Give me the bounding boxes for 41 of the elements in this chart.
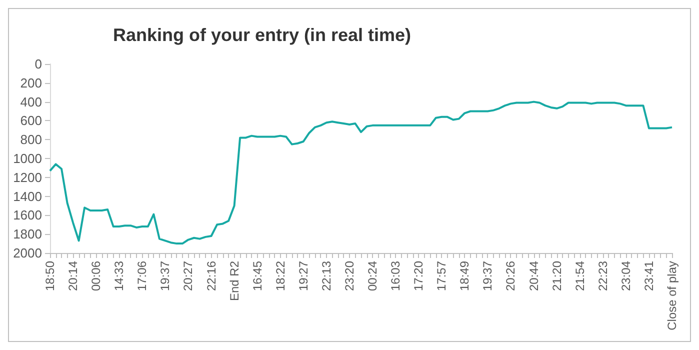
- x-tick-label: End R2: [227, 260, 242, 302]
- x-tick-label: 20:27: [181, 260, 196, 292]
- x-tick-label: 14:33: [112, 260, 126, 292]
- x-tick-label: 22:13: [319, 260, 334, 292]
- x-tick-label: 18:22: [273, 260, 288, 292]
- x-tick-label: 20:44: [526, 260, 541, 292]
- x-tick-label: 23:20: [342, 260, 356, 292]
- x-tick-label: 17:57: [434, 260, 449, 292]
- x-tick-label: 21:20: [550, 260, 564, 292]
- x-tick-label: 21:54: [572, 260, 587, 292]
- x-tick-label: 00:24: [366, 260, 380, 292]
- x-tick-label: 22:23: [596, 260, 610, 292]
- x-tick-label: 16:45: [250, 260, 264, 292]
- y-tick-label: 1800: [13, 226, 42, 242]
- x-tick-label: 19:27: [296, 260, 310, 292]
- y-tick-label: 800: [20, 132, 42, 148]
- y-tick-label: 0: [34, 56, 42, 72]
- y-tick-label: 1200: [13, 170, 42, 185]
- y-tick-label: 2000: [13, 246, 42, 260]
- x-tick-label: 17:20: [412, 260, 426, 292]
- line-series: [49, 100, 673, 245]
- x-tick-label: 19:37: [480, 260, 495, 292]
- x-tick-label: 00:06: [89, 260, 104, 292]
- y-tick-label: 400: [20, 94, 42, 110]
- x-tick-label: 18:49: [458, 260, 472, 292]
- y-tick-label: 600: [20, 113, 42, 128]
- y-tick-label: 200: [20, 75, 42, 90]
- x-tick-label: 16:03: [388, 260, 403, 292]
- x-tick-label: 20:14: [66, 260, 80, 292]
- x-tick-label: 17:06: [135, 260, 150, 292]
- y-tick-label: 1000: [13, 151, 42, 166]
- y-tick-label: 1400: [13, 188, 42, 204]
- y-tick-label: 1600: [13, 208, 42, 223]
- x-tick-label: Close of play: [665, 261, 679, 330]
- x-tick-label: 18:50: [43, 260, 57, 292]
- x-tick-label: 19:37: [158, 260, 172, 292]
- chart-title: Ranking of your entry (in real time): [112, 25, 412, 45]
- x-tick-label: 20:26: [504, 260, 518, 292]
- x-tick-label: 23:41: [642, 260, 656, 292]
- x-tick-label: 22:16: [204, 260, 218, 292]
- x-tick-label: 23:04: [618, 260, 633, 292]
